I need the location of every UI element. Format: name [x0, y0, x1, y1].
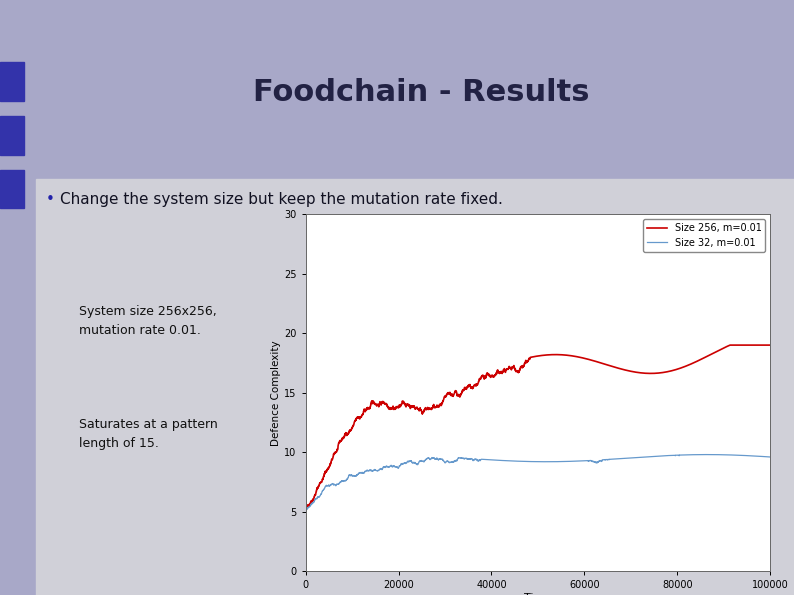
- Size 256, m=0.01: [706, 350, 715, 358]
- Line: Size 32, m=0.01: Size 32, m=0.01: [306, 455, 770, 512]
- Legend: Size 256, m=0.01, Size 32, m=0.01: Size 256, m=0.01, Size 32, m=0.01: [643, 219, 765, 252]
- Text: Foodchain - Results: Foodchain - Results: [252, 78, 589, 107]
- Text: •: •: [46, 192, 55, 207]
- Text: Saturates at a pattern
length of 15.: Saturates at a pattern length of 15.: [79, 418, 218, 450]
- Bar: [0, 170, 24, 208]
- Bar: [36, 178, 794, 595]
- Size 32, m=0.01: [707, 451, 716, 458]
- Size 256, m=0.01: [757, 342, 766, 349]
- Y-axis label: Defence Complexity: Defence Complexity: [272, 340, 281, 446]
- Size 256, m=0.01: [725, 342, 734, 349]
- Size 32, m=0.01: [765, 453, 775, 461]
- Size 256, m=0.01: [765, 342, 775, 349]
- Size 256, m=0.01: [381, 401, 391, 408]
- Text: System size 256x256,
mutation rate 0.01.: System size 256x256, mutation rate 0.01.: [79, 305, 217, 337]
- Bar: [0, 116, 24, 155]
- Line: Size 256, m=0.01: Size 256, m=0.01: [306, 345, 770, 512]
- Size 256, m=0.01: [499, 366, 509, 373]
- Text: Change the system size but keep the mutation rate fixed.: Change the system size but keep the muta…: [60, 192, 503, 207]
- Size 32, m=0.01: [757, 453, 766, 460]
- X-axis label: Time: Time: [524, 593, 552, 595]
- Size 256, m=0.01: [479, 373, 488, 380]
- Size 32, m=0.01: [479, 456, 488, 463]
- Size 32, m=0.01: [702, 451, 711, 458]
- Bar: [0, 62, 24, 101]
- Size 32, m=0.01: [354, 470, 364, 477]
- Size 256, m=0.01: [354, 414, 364, 421]
- Size 256, m=0.01: [301, 508, 310, 515]
- Size 32, m=0.01: [381, 463, 391, 470]
- Size 32, m=0.01: [301, 508, 310, 515]
- Size 32, m=0.01: [499, 457, 509, 464]
